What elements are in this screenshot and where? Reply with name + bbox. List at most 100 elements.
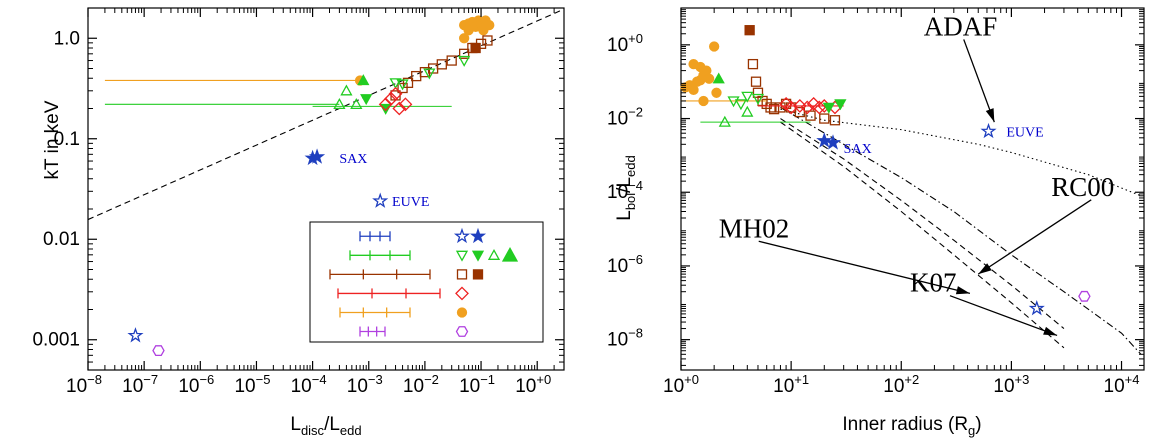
model-arrow xyxy=(758,240,971,295)
data-point xyxy=(357,74,370,86)
data-point xyxy=(816,132,833,148)
data-point xyxy=(458,55,471,67)
data-point xyxy=(709,41,720,52)
data-point xyxy=(727,96,740,108)
legend-marker xyxy=(469,227,487,244)
data-point xyxy=(378,97,393,112)
data-point xyxy=(819,113,830,124)
y-tick-label: 1.0 xyxy=(54,28,80,49)
y-tick-label: 10+0 xyxy=(607,31,643,56)
y-tick-label: 10−6 xyxy=(607,252,643,277)
data-point xyxy=(711,87,722,98)
relation-line xyxy=(87,8,565,221)
legend-box xyxy=(309,221,544,343)
legend-marker xyxy=(456,269,468,280)
data-point xyxy=(127,327,144,343)
data-point xyxy=(1078,290,1091,302)
data-point xyxy=(446,55,457,66)
data-point xyxy=(834,99,847,111)
data-point xyxy=(478,25,489,36)
data-point xyxy=(812,100,827,115)
annotation-label: EUVE xyxy=(392,195,429,210)
data-point xyxy=(459,33,470,44)
model-arrowhead xyxy=(978,263,992,275)
right-ylabel: Lbol/Ledd xyxy=(614,155,638,221)
model-curve xyxy=(780,121,1065,349)
data-point xyxy=(152,345,165,357)
data-point xyxy=(698,95,709,107)
annotation-label: EUVE xyxy=(1006,125,1043,140)
x-tick-label: 10−7 xyxy=(122,372,158,397)
data-point xyxy=(419,66,431,78)
data-point xyxy=(761,98,772,110)
data-point xyxy=(806,96,821,111)
data-point xyxy=(384,91,399,106)
model-arrow xyxy=(949,295,1058,337)
model-label: RC00 xyxy=(1051,172,1114,202)
data-point xyxy=(768,103,780,115)
data-point xyxy=(333,97,346,109)
legend-marker xyxy=(501,246,519,262)
annotation-label: SAX xyxy=(339,152,367,167)
data-point xyxy=(360,94,373,106)
model-label: ADAF xyxy=(924,11,998,41)
x-tick-label: 10−3 xyxy=(347,372,383,397)
x-tick-label: 10+3 xyxy=(993,372,1029,397)
data-point xyxy=(824,134,842,150)
left-plot-frame xyxy=(87,7,565,371)
x-tick-label: 10+1 xyxy=(773,372,809,397)
data-point xyxy=(751,93,765,105)
data-point xyxy=(340,84,353,96)
data-point xyxy=(741,105,754,117)
data-point xyxy=(822,102,835,114)
model-curve xyxy=(780,118,1065,329)
data-point xyxy=(829,115,841,126)
x-tick-label: 10+0 xyxy=(663,372,699,397)
right-panel: 10+0 10+1 10+2 10+3 10+4 10−8 10−6 10−4 10−2 10+0… xyxy=(607,7,1145,438)
legend-marker xyxy=(487,248,501,260)
data-point xyxy=(805,110,816,121)
model-arrow xyxy=(963,39,995,123)
left-panel: 10−8 10−7 10−6 10−5 10−4 10−3 10−2 10−1 10+0 0.00… xyxy=(32,7,565,438)
model-curve xyxy=(780,106,1142,355)
data-point xyxy=(800,100,815,115)
data-point xyxy=(741,91,754,103)
data-point xyxy=(980,122,997,139)
model-arrowhead xyxy=(1043,326,1058,336)
data-point xyxy=(695,61,706,73)
data-point xyxy=(308,148,326,164)
data-point xyxy=(703,73,715,84)
data-point xyxy=(718,115,731,127)
data-point xyxy=(765,102,776,113)
annotation-label: SAX xyxy=(844,142,872,157)
model-arrowhead xyxy=(955,286,970,295)
data-point xyxy=(388,86,403,101)
x-tick-label: 10−4 xyxy=(291,372,327,397)
x-tick-label: 10−6 xyxy=(178,372,214,397)
left-ylabel: kT in keV xyxy=(42,100,63,179)
legend-marker xyxy=(471,250,485,262)
model-label: MH02 xyxy=(719,213,790,243)
data-point xyxy=(423,68,436,80)
data-point xyxy=(794,106,806,118)
model-label: K07 xyxy=(910,268,957,298)
y-tick-label: 10−4 xyxy=(607,178,643,203)
x-tick-label: 10−2 xyxy=(403,372,439,397)
data-point xyxy=(372,192,389,208)
data-point xyxy=(396,79,409,91)
y-tick-label: 10−8 xyxy=(607,326,643,351)
model-curve xyxy=(780,108,1142,197)
data-point xyxy=(712,72,725,84)
data-point xyxy=(389,78,402,90)
data-point xyxy=(1028,300,1045,316)
data-point xyxy=(750,76,762,87)
right-plot-frame xyxy=(680,7,1145,371)
legend-marker xyxy=(455,286,469,301)
left-xlabel: Ldisc/Ledd xyxy=(290,414,361,438)
data-point xyxy=(747,58,759,70)
legend-marker xyxy=(455,326,469,337)
data-point xyxy=(482,35,493,46)
model-arrow xyxy=(977,199,1092,275)
right-xlabel: Inner radius (Rg) xyxy=(842,414,981,438)
x-tick-label: 10+2 xyxy=(883,372,919,397)
